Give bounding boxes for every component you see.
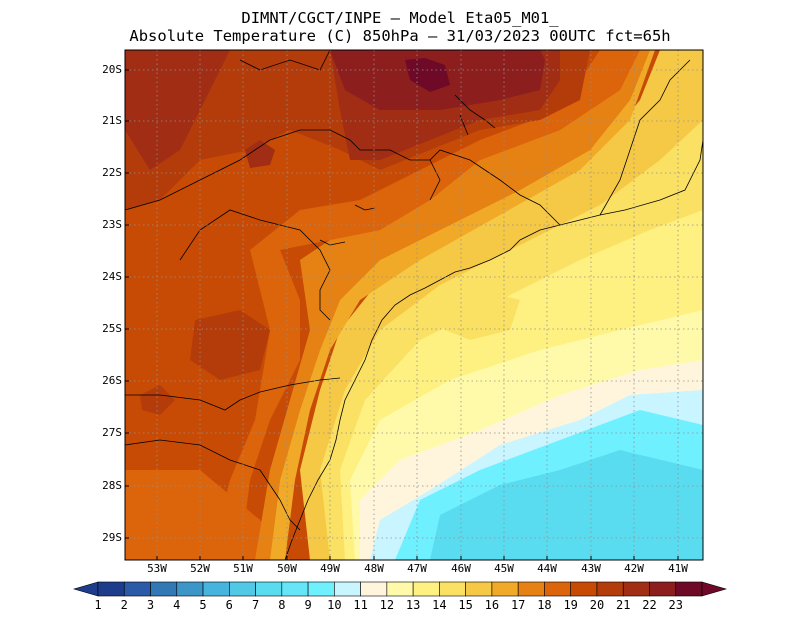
colorbar-label: 21 [615, 598, 631, 612]
field-band-18-south [125, 470, 290, 560]
lon-label-43w: 43W [581, 562, 601, 575]
field-patch-20-central [190, 310, 270, 380]
lon-label-47w: 47W [407, 562, 427, 575]
colorbar-label: 23 [668, 598, 683, 612]
colorbar-swatch [307, 581, 335, 597]
colorbar-label: 4 [173, 598, 181, 612]
graticule [125, 50, 703, 560]
field-band-8 [430, 450, 703, 560]
field-band-17 [255, 50, 650, 560]
colorbar-swatch [229, 581, 256, 597]
colorbar-label: 14 [432, 598, 447, 612]
lat-label-25s: 25S [102, 322, 122, 335]
colorbar-swatch [491, 581, 519, 597]
chart-title-line-1: DIMNT/CGCT/INPE – Model Eta05_M01_ [241, 9, 559, 27]
colorbar-label: 19 [563, 598, 578, 612]
colorbar [72, 581, 728, 597]
colorbar-swatch [570, 581, 598, 597]
lat-label-29s: 29S [102, 531, 122, 544]
colorbar-swatch [675, 581, 703, 597]
colorbar-label: 10 [327, 598, 342, 612]
colorbar-arrow-left [72, 581, 99, 597]
border-mg-rj-es [599, 59, 691, 216]
colorbar-swatch [439, 581, 466, 597]
border-sc-rs [125, 439, 301, 531]
colorbar-swatch [202, 581, 230, 597]
lon-label-41w: 41W [668, 562, 688, 575]
border-ms-sp [125, 129, 430, 211]
colorbar-swatch [596, 581, 624, 597]
lat-label-23s: 23S [102, 218, 122, 231]
colorbar-swatch [412, 581, 440, 597]
lon-label-51w: 51W [233, 562, 253, 575]
lat-label-21s: 21S [102, 114, 122, 127]
lat-label-27s: 27S [102, 426, 122, 439]
colorbar-label: 12 [379, 598, 395, 612]
lat-label-24s: 24S [102, 270, 122, 283]
colorbar-label: 17 [510, 598, 526, 612]
field-band-21-west [125, 50, 230, 170]
chart-title-line-2: Absolute Temperature (C) 850hPa – 31/03/… [129, 27, 671, 45]
coastline-and-borders [125, 50, 703, 560]
lon-label-48w: 48W [364, 562, 384, 575]
colorbar-label: 22 [642, 598, 657, 612]
colorbar-label: 20 [589, 598, 605, 612]
colorbar-swatch [255, 581, 283, 597]
colorbar-swatch [544, 581, 571, 597]
field-patch-21 [245, 140, 275, 168]
lat-label-26s: 26S [102, 374, 122, 387]
colorbar-label: 8 [278, 598, 286, 612]
lon-label-44w: 44W [537, 562, 557, 575]
temperature-field [125, 50, 703, 560]
colorbar-label: 5 [199, 598, 207, 612]
colorbar-swatch [97, 581, 125, 597]
lon-label-50w: 50W [277, 562, 297, 575]
colorbar-label: 9 [304, 598, 312, 612]
colorbar-label: 7 [251, 598, 260, 612]
border-pr-sc [125, 377, 341, 411]
colorbar-swatch [465, 581, 493, 597]
lon-label-53w: 53W [147, 562, 167, 575]
colorbar-swatch [622, 581, 650, 597]
colorbar-label: 1 [94, 598, 102, 612]
colorbar-label: 18 [537, 598, 552, 612]
colorbar-label: 15 [458, 598, 473, 612]
lon-label-49w: 49W [320, 562, 340, 575]
lon-label-52w: 52W [190, 562, 210, 575]
colorbar-label: 11 [353, 598, 368, 612]
field-patch-20-west [140, 385, 175, 415]
map-frame [124, 49, 704, 561]
colorbar-label: 13 [405, 598, 421, 612]
axis-ticks [125, 69, 679, 560]
field-patch-14 [440, 290, 520, 340]
colorbar-swatch [123, 581, 151, 597]
border-pr-sp [179, 209, 331, 321]
field-band-16 [270, 50, 655, 560]
colorbar-swatch [176, 581, 204, 597]
lat-label-28s: 28S [102, 479, 122, 492]
field-band-23 [405, 58, 450, 92]
border-north [239, 50, 331, 71]
colorbar-swatch [649, 581, 677, 597]
lon-label-42w: 42W [624, 562, 644, 575]
lon-label-46w: 46W [451, 562, 471, 575]
lon-label-45w: 45W [494, 562, 514, 575]
lat-label-22s: 22S [102, 166, 122, 179]
colorbar-swatch [334, 581, 361, 597]
colorbar-label: 16 [484, 598, 500, 612]
colorbar-swatch [360, 581, 388, 597]
colorbar-label: 6 [225, 598, 233, 612]
colorbar-swatch [150, 581, 178, 597]
colorbar-label: 2 [120, 598, 128, 612]
colorbar-swatch [386, 581, 414, 597]
field-band-18 [210, 50, 640, 560]
colorbar-label: 3 [146, 598, 155, 612]
colorbar-swatch [517, 581, 545, 597]
colorbar-arrow-right [701, 581, 728, 597]
colorbar-swatch [281, 581, 309, 597]
lat-label-20s: 20S [102, 63, 122, 76]
